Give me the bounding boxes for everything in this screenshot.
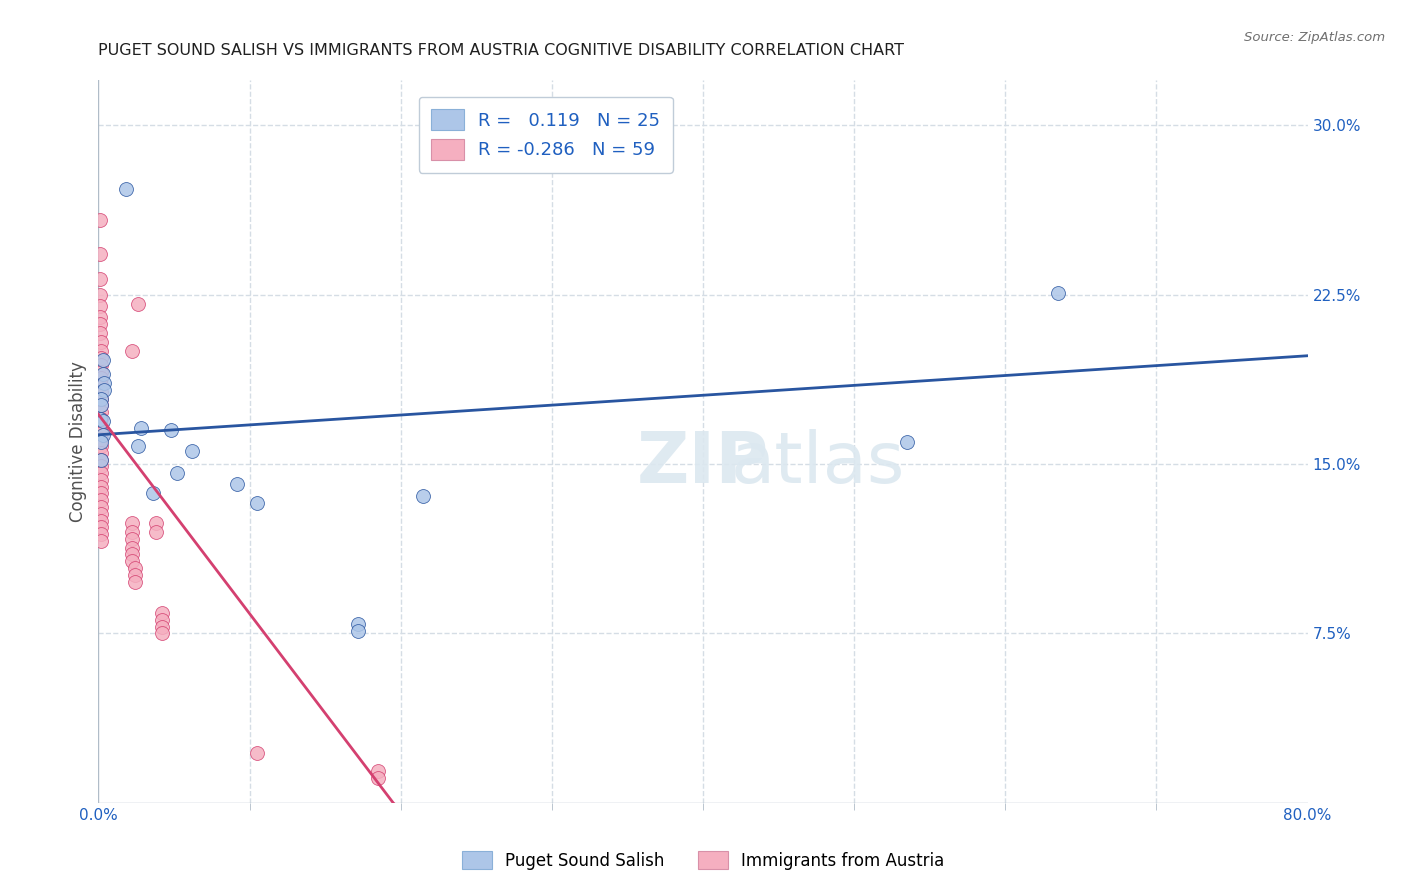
- Point: [150, 613, 173, 627]
- Point: [181, 443, 204, 458]
- Point: [127, 297, 149, 311]
- Point: [90, 452, 112, 467]
- Point: [90, 493, 112, 508]
- Point: [90, 452, 112, 467]
- Point: [367, 771, 389, 785]
- Point: [89, 412, 111, 426]
- Point: [90, 466, 112, 480]
- Point: [91, 427, 114, 442]
- Point: [90, 405, 112, 419]
- Point: [114, 181, 136, 195]
- Point: [90, 459, 112, 474]
- Point: [91, 414, 114, 428]
- Point: [90, 520, 112, 534]
- Point: [246, 495, 269, 509]
- Point: [1047, 285, 1070, 300]
- Point: [89, 299, 111, 313]
- Point: [166, 466, 188, 480]
- Point: [90, 446, 112, 460]
- Point: [89, 213, 111, 227]
- Point: [150, 620, 173, 634]
- Point: [129, 421, 152, 435]
- Point: [150, 626, 173, 640]
- Point: [90, 507, 112, 521]
- Point: [93, 376, 115, 390]
- Point: [89, 247, 111, 261]
- Text: Source: ZipAtlas.com: Source: ZipAtlas.com: [1244, 31, 1385, 45]
- Point: [121, 554, 143, 568]
- Point: [412, 489, 434, 503]
- Point: [90, 365, 112, 379]
- Point: [145, 516, 167, 530]
- Point: [90, 425, 112, 440]
- Point: [90, 473, 112, 487]
- Point: [124, 574, 146, 589]
- Point: [91, 367, 114, 381]
- Point: [124, 561, 146, 575]
- Point: [127, 439, 149, 453]
- Point: [367, 764, 389, 779]
- Point: [90, 514, 112, 528]
- Point: [89, 326, 111, 340]
- Point: [90, 398, 112, 412]
- Point: [90, 486, 112, 500]
- Point: [90, 500, 112, 514]
- Point: [347, 624, 370, 639]
- Point: [90, 418, 112, 433]
- Point: [90, 434, 112, 449]
- Legend: Puget Sound Salish, Immigrants from Austria: Puget Sound Salish, Immigrants from Aust…: [456, 845, 950, 877]
- Point: [89, 317, 111, 331]
- Point: [90, 480, 112, 494]
- Point: [90, 358, 112, 372]
- Point: [89, 272, 111, 286]
- Point: [90, 392, 112, 406]
- Point: [89, 287, 111, 301]
- Point: [90, 371, 112, 385]
- Point: [121, 541, 143, 555]
- Point: [121, 532, 143, 546]
- Point: [226, 477, 249, 491]
- Point: [90, 398, 112, 412]
- Point: [124, 567, 146, 582]
- Point: [121, 516, 143, 530]
- Point: [121, 548, 143, 562]
- Point: [90, 412, 112, 426]
- Point: [150, 606, 173, 620]
- Point: [90, 439, 112, 453]
- Point: [90, 533, 112, 548]
- Point: [90, 392, 112, 406]
- Point: [90, 378, 112, 392]
- Point: [347, 617, 370, 632]
- Y-axis label: Cognitive Disability: Cognitive Disability: [69, 361, 87, 522]
- Point: [160, 423, 183, 437]
- Text: PUGET SOUND SALISH VS IMMIGRANTS FROM AUSTRIA COGNITIVE DISABILITY CORRELATION C: PUGET SOUND SALISH VS IMMIGRANTS FROM AU…: [98, 44, 904, 58]
- Point: [121, 524, 143, 539]
- Point: [90, 351, 112, 365]
- Text: atlas: atlas: [731, 429, 905, 498]
- Point: [90, 384, 112, 399]
- Point: [142, 486, 165, 500]
- Point: [93, 383, 115, 397]
- Point: [89, 310, 111, 325]
- Point: [90, 432, 112, 446]
- Point: [91, 353, 114, 368]
- Point: [90, 344, 112, 359]
- Point: [90, 335, 112, 350]
- Point: [145, 524, 167, 539]
- Point: [246, 746, 269, 760]
- Point: [121, 344, 143, 359]
- Point: [896, 434, 918, 449]
- Legend: R =   0.119   N = 25, R = -0.286   N = 59: R = 0.119 N = 25, R = -0.286 N = 59: [419, 96, 673, 172]
- Point: [90, 527, 112, 541]
- Text: ZIP: ZIP: [637, 429, 769, 498]
